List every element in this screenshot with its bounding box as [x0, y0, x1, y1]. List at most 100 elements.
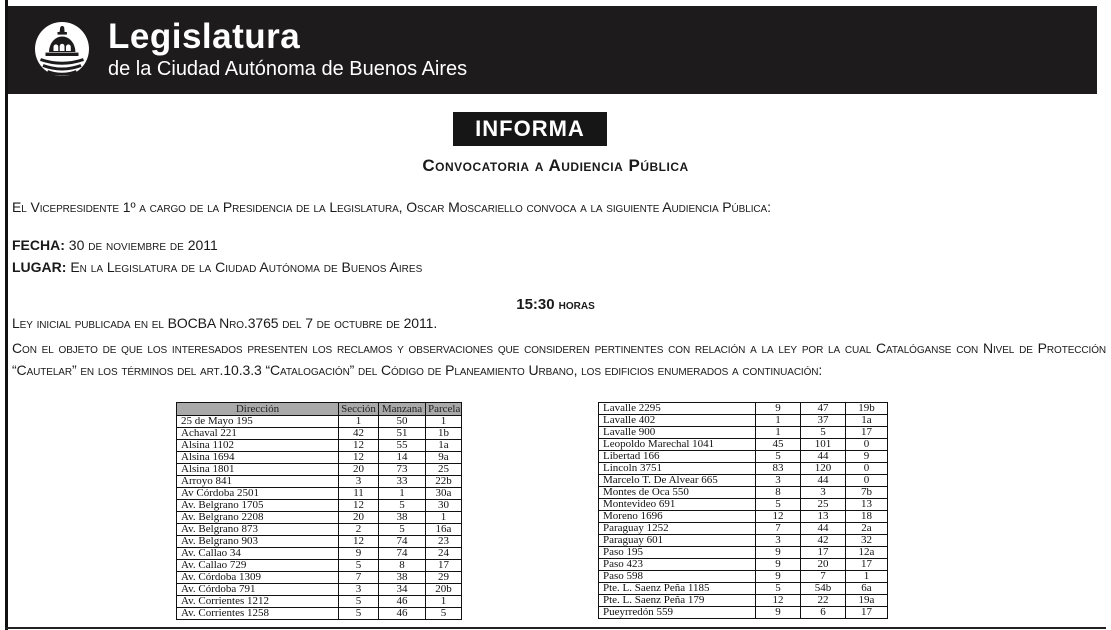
- parcela-cell: 17: [845, 558, 888, 571]
- direccion-cell: Achaval 221: [176, 427, 339, 440]
- buildings-table-left: Dirección Sección Manzana Parcela 25 de May…: [176, 402, 462, 620]
- seccion-cell: 1: [755, 426, 801, 439]
- direccion-cell: Alsina 1694: [176, 451, 339, 464]
- manzana-cell: 73: [378, 463, 426, 476]
- manzana-cell: 6: [800, 606, 846, 619]
- informa-banner: INFORMA: [453, 112, 607, 146]
- direccion-cell: Paso 423: [598, 558, 756, 571]
- manzana-cell: 22: [800, 594, 846, 607]
- manzana-cell: 44: [800, 474, 846, 487]
- direccion-cell: Moreno 1696: [598, 510, 756, 523]
- direccion-cell: Arroyo 841: [176, 475, 339, 488]
- direccion-cell: Av Córdoba 2501: [176, 487, 339, 500]
- seccion-cell: 5: [338, 595, 379, 608]
- seccion-cell: 11: [338, 487, 379, 500]
- seccion-cell: 5: [338, 559, 379, 572]
- fecha-value: 30 de noviembre de 2011: [68, 237, 218, 253]
- seccion-cell: 12: [338, 439, 379, 452]
- table-row: Av Córdoba 2501 11 1 30a: [176, 487, 462, 500]
- seccion-cell: 7: [338, 571, 379, 584]
- direccion-cell: Paraguay 601: [598, 534, 756, 547]
- table-row: Marcelo T. De Alvear 665 3 44 0: [598, 474, 888, 487]
- table-row: Achaval 221 42 51 1b: [176, 427, 462, 440]
- table-row: Montevideo 691 5 25 13: [598, 498, 888, 511]
- parcela-cell: 25: [425, 463, 462, 476]
- table-row: Arroyo 841 3 33 22b: [176, 475, 462, 488]
- manzana-cell: 120: [800, 462, 846, 475]
- manzana-cell: 46: [378, 607, 426, 620]
- table-row: Alsina 1694 12 14 9a: [176, 451, 462, 464]
- parcela-cell: 9a: [425, 451, 462, 464]
- table-row: Paso 195 9 17 12a: [598, 546, 888, 559]
- manzana-cell: 5: [378, 523, 426, 536]
- parcela-cell: 19a: [845, 594, 888, 607]
- time-value: 15:30: [516, 296, 555, 313]
- direccion-cell: Alsina 1102: [176, 439, 339, 452]
- parcela-cell: 30a: [425, 487, 462, 500]
- table-row: Pte. L. Saenz Peña 179 12 22 19a: [598, 594, 888, 607]
- table-row: Alsina 1801 20 73 25: [176, 463, 462, 476]
- table-row: Lavalle 900 1 5 17: [598, 426, 888, 439]
- manzana-cell: 46: [378, 595, 426, 608]
- manzana-cell: 44: [800, 522, 846, 535]
- page-bottom-border: [5, 627, 1106, 629]
- seccion-cell: 1: [755, 414, 801, 427]
- seccion-cell: 20: [338, 511, 379, 524]
- manzana-cell: 74: [378, 535, 426, 548]
- seccion-cell: 83: [755, 462, 801, 475]
- seccion-cell: 9: [338, 547, 379, 560]
- page-title: Convocatoria a Audiencia Pública: [422, 156, 689, 175]
- parcela-cell: 1: [425, 595, 462, 608]
- parcela-cell: 1: [845, 570, 888, 583]
- seccion-cell: 3: [755, 474, 801, 487]
- parcela-cell: 9: [845, 450, 888, 463]
- parcela-cell: 17: [845, 606, 888, 619]
- manzana-cell: 51: [378, 427, 426, 440]
- seccion-cell: 3: [338, 583, 379, 596]
- direccion-cell: Paso 195: [598, 546, 756, 559]
- table-row: Leopoldo Marechal 1041 45 101 0: [598, 438, 888, 451]
- manzana-cell: 101: [800, 438, 846, 451]
- lugar-line: LUGAR: En la Legislatura de la Ciudad Au…: [12, 259, 422, 275]
- parcela-cell: 7b: [845, 486, 888, 499]
- fecha-line: FECHA: 30 de noviembre de 2011: [12, 237, 218, 253]
- parcela-cell: 13: [845, 498, 888, 511]
- direccion-cell: Montes de Oca 550: [598, 486, 756, 499]
- direccion-cell: Av. Belgrano 1705: [176, 499, 339, 512]
- direccion-cell: Marcelo T. De Alvear 665: [598, 474, 756, 487]
- parcela-cell: 0: [845, 474, 888, 487]
- parcela-cell: 1a: [425, 439, 462, 452]
- seccion-cell: 42: [338, 427, 379, 440]
- manzana-cell: 7: [800, 570, 846, 583]
- manzana-cell: 1: [378, 487, 426, 500]
- table-row: Pueyrredón 559 9 6 17: [598, 606, 888, 619]
- parcela-cell: 12a: [845, 546, 888, 559]
- direccion-cell: Leopoldo Marechal 1041: [598, 438, 756, 451]
- parcela-cell: 22b: [425, 475, 462, 488]
- table-row: Montes de Oca 550 8 3 7b: [598, 486, 888, 499]
- seccion-cell: 1: [338, 415, 379, 428]
- parcela-cell: 29: [425, 571, 462, 584]
- table-row: Pte. L. Saenz Peña 1185 5 54b 6a: [598, 582, 888, 595]
- direccion-cell: Av. Corrientes 1258: [176, 607, 339, 620]
- seccion-cell: 12: [755, 510, 801, 523]
- lugar-value: En la Legislatura de la Ciudad Autónoma …: [70, 259, 423, 275]
- direccion-cell: Lavalle 2295: [598, 402, 756, 415]
- manzana-cell: 25: [800, 498, 846, 511]
- parcela-cell: 1: [425, 511, 462, 524]
- parcela-cell: 2a: [845, 522, 888, 535]
- direccion-cell: Lavalle 402: [598, 414, 756, 427]
- parcela-cell: 18: [845, 510, 888, 523]
- manzana-cell: 34: [378, 583, 426, 596]
- direccion-cell: Av. Corrientes 1212: [176, 595, 339, 608]
- parcela-cell: 5: [425, 607, 462, 620]
- seccion-cell: 9: [755, 606, 801, 619]
- manzana-cell: 5: [800, 426, 846, 439]
- parcela-cell: 0: [845, 438, 888, 451]
- fecha-label: FECHA:: [12, 237, 65, 253]
- direccion-cell: Lavalle 900: [598, 426, 756, 439]
- direccion-cell: Av. Callao 34: [176, 547, 339, 560]
- page-left-border: [5, 0, 8, 630]
- header-title: Legislatura: [108, 17, 301, 57]
